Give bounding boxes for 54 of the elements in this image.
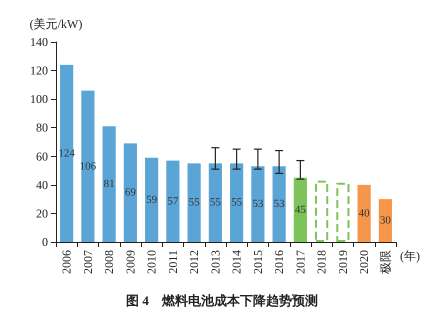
bar [315,180,328,242]
data-label: 55 [210,196,222,209]
x-tick-label: 2017 [293,250,308,274]
data-label: 45 [294,204,306,216]
x-tick-label: 2019 [336,250,350,274]
x-tick-label: 2011 [166,250,180,274]
bar [102,126,116,242]
x-axis-title: (年) [400,249,420,263]
x-tick-label: 2007 [80,250,95,274]
y-tick-label: 140 [30,35,48,49]
data-label: 55 [188,196,200,209]
x-tick-label: 2010 [144,250,159,274]
x-tick-label: 2012 [187,250,202,274]
data-label: 81 [104,178,115,190]
bar [272,166,286,242]
x-tick-label: 极限 [378,250,392,275]
data-label: 53 [274,198,286,210]
bar [145,158,158,242]
bar [230,163,244,242]
x-tick-label: 2008 [102,250,116,274]
y-axis-title: (美元/kW) [30,17,82,31]
data-label: 59 [146,194,158,206]
bar [336,182,350,242]
bar [188,163,201,242]
data-label: 30 [380,214,392,227]
x-tick-label: 2014 [230,250,244,274]
y-tick-label: 120 [30,64,48,78]
x-tick-label: 2020 [357,250,372,274]
bar [60,64,74,242]
data-label: 53 [252,198,264,210]
y-tick-label: 20 [36,206,48,220]
y-tick-label: 80 [36,120,48,135]
bar [208,163,222,242]
x-tick-label: 2006 [60,250,74,274]
bar [124,143,137,242]
x-tick-label: 2015 [250,250,265,274]
text: 图 4 燃料电池成本下降趋势预测 [126,293,318,308]
bar [358,184,371,242]
data-label: 69 [124,186,136,199]
y-tick-label: 100 [30,92,48,106]
bar [81,90,94,242]
data-label: 57 [167,195,179,208]
y-tick-label: 0 [42,235,48,249]
y-tick-label: 40 [36,178,48,192]
y-tick-label: 60 [36,149,48,164]
bar [378,199,392,242]
bar [166,160,180,242]
bar [251,166,264,242]
data-label: 55 [231,196,243,209]
x-tick-label: 2016 [272,250,286,274]
x-tick-label: 2013 [208,250,222,274]
x-tick-label: 2018 [314,250,329,274]
data-label: 40 [358,207,370,220]
x-tick-label: 2009 [123,250,138,274]
